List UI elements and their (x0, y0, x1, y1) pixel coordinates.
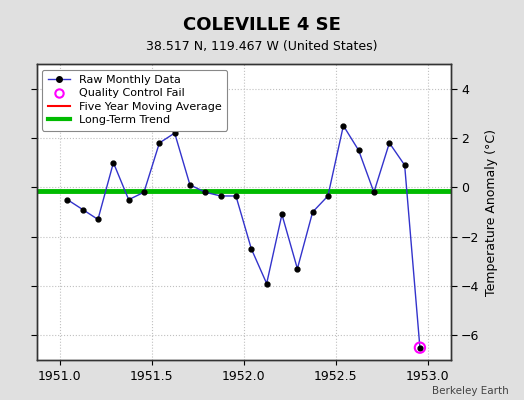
Y-axis label: Temperature Anomaly (°C): Temperature Anomaly (°C) (485, 128, 498, 296)
Text: COLEVILLE 4 SE: COLEVILLE 4 SE (183, 16, 341, 34)
Text: 38.517 N, 119.467 W (United States): 38.517 N, 119.467 W (United States) (146, 40, 378, 53)
Point (416, 344, 424, 351)
Text: Berkeley Earth: Berkeley Earth (432, 386, 508, 396)
Legend: Raw Monthly Data, Quality Control Fail, Five Year Moving Average, Long-Term Tren: Raw Monthly Data, Quality Control Fail, … (42, 70, 227, 131)
